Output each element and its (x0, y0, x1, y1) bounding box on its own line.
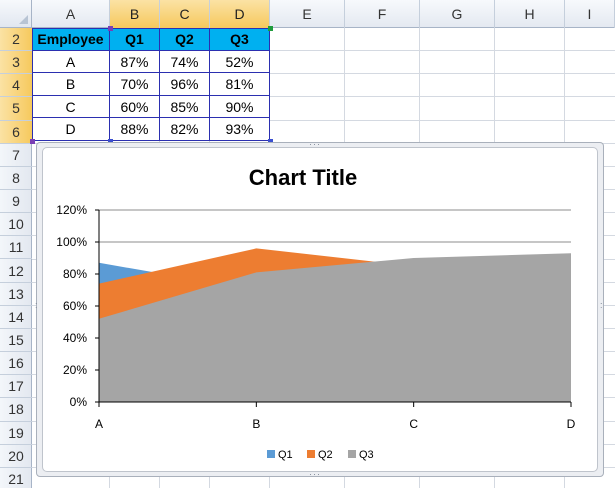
legend-item-q3[interactable]: Q3 (348, 449, 374, 461)
legend-item-q2[interactable]: Q2 (307, 449, 333, 461)
row-header-17[interactable]: 17 (0, 375, 32, 399)
table-cell[interactable]: 87% (110, 50, 160, 74)
legend-label: Q1 (278, 449, 293, 461)
table-cell[interactable]: 70% (110, 73, 160, 96)
table-cell[interactable]: 85% (160, 95, 210, 119)
table-cell[interactable]: 90% (210, 95, 270, 119)
chart-plot-area[interactable] (99, 248, 571, 402)
range-handle[interactable] (108, 26, 113, 31)
chart-resize-handle-right[interactable]: : (600, 300, 604, 310)
y-tick-label: 100% (56, 235, 87, 249)
chart-object[interactable]: ··· ··· : : Chart Title 0% 20% 40% 60% 80% 10… (35, 139, 604, 479)
column-header-b[interactable]: B (110, 0, 160, 28)
column-header-a[interactable]: A (32, 0, 110, 28)
legend-label: Q2 (318, 449, 333, 461)
table-cell[interactable]: 96% (160, 73, 210, 96)
row-header-13[interactable]: 13 (0, 283, 32, 306)
row-header-11[interactable]: 11 (0, 236, 32, 260)
column-header-f[interactable]: F (345, 0, 420, 28)
legend-swatch (267, 450, 275, 458)
column-header-c[interactable]: C (160, 0, 210, 28)
column-header-g[interactable]: G (420, 0, 495, 28)
table-cell[interactable]: D (32, 118, 110, 141)
row-header-4[interactable]: 4 (0, 74, 32, 98)
range-handle[interactable] (268, 139, 273, 144)
row-header-19[interactable]: 19 (0, 422, 32, 445)
chart-resize-handle-left[interactable]: : (35, 300, 39, 310)
y-tick-label: 20% (63, 363, 87, 377)
row-gridline (32, 73, 615, 75)
table-cell[interactable]: C (32, 95, 110, 119)
range-handle[interactable] (108, 139, 113, 144)
chart-resize-handle-bottom[interactable]: ··· (309, 469, 321, 479)
range-handle[interactable] (30, 139, 35, 144)
area-series-q3[interactable] (99, 253, 571, 402)
chart-resize-handle-top[interactable]: ··· (309, 139, 321, 149)
chart-title[interactable]: Chart Title (249, 165, 357, 190)
row-header-15[interactable]: 15 (0, 329, 32, 353)
table-header-cell[interactable]: Q1 (110, 28, 160, 51)
table-cell[interactable]: 93% (210, 118, 270, 141)
row-header-14[interactable]: 14 (0, 306, 32, 329)
y-tick-label: 120% (56, 203, 87, 217)
range-handle[interactable] (268, 26, 273, 31)
table-cell[interactable]: 88% (110, 118, 160, 141)
column-header-row (0, 0, 615, 28)
table-cell[interactable]: A (32, 50, 110, 74)
x-tick-label: C (409, 417, 418, 431)
chart-axes: 0% 20% 40% 60% 80% 100% 120% A B C D (56, 203, 575, 431)
row-header-20[interactable]: 20 (0, 445, 32, 468)
table-cell[interactable]: 60% (110, 95, 160, 119)
row-header-12[interactable]: 12 (0, 260, 32, 283)
row-header-16[interactable]: 16 (0, 352, 32, 376)
row-gridline (32, 50, 615, 52)
legend-swatch (348, 450, 356, 458)
row-header-9[interactable]: 9 (0, 190, 32, 214)
table-cell[interactable]: 81% (210, 73, 270, 96)
row-header-5[interactable]: 5 (0, 97, 32, 121)
table-header-cell[interactable]: Q2 (160, 28, 210, 51)
row-header-7[interactable]: 7 (0, 144, 32, 167)
y-tick-label: 60% (63, 299, 87, 313)
table-cell[interactable]: 52% (210, 50, 270, 74)
y-tick-label: 40% (63, 331, 87, 345)
area-chart[interactable]: Chart Title 0% 20% 40% 60% 80% 100% 120% A B C D Q… (43, 148, 599, 473)
legend-item-q1[interactable]: Q1 (267, 449, 293, 461)
row-header-6[interactable]: 6 (0, 120, 32, 144)
select-all-corner[interactable] (0, 0, 32, 28)
x-tick-label: A (95, 417, 103, 431)
y-tick-label: 80% (63, 267, 87, 281)
chart-area[interactable]: Chart Title 0% 20% 40% 60% 80% 100% 120% A B C D Q… (42, 147, 598, 472)
legend-label: Q3 (359, 449, 374, 461)
row-gridline (32, 96, 615, 98)
column-header-h[interactable]: H (495, 0, 565, 28)
column-header-d[interactable]: D (210, 0, 270, 28)
table-cell[interactable]: 82% (160, 118, 210, 141)
row-gridline (32, 119, 615, 121)
legend-swatch (307, 450, 315, 458)
column-header-i[interactable]: I (565, 0, 615, 28)
chart-legend[interactable]: Q1 Q2 Q3 (267, 449, 374, 461)
table-cell[interactable]: 74% (160, 50, 210, 74)
column-header-e[interactable]: E (270, 0, 345, 28)
row-header-18[interactable]: 18 (0, 398, 32, 422)
table-header-cell[interactable]: Q3 (210, 28, 270, 51)
table-header-cell[interactable]: Employee (32, 28, 110, 51)
y-tick-label: 0% (70, 395, 88, 409)
row-header-21[interactable]: 21 (0, 468, 32, 488)
row-header-8[interactable]: 8 (0, 167, 32, 191)
row-header-2[interactable]: 2 (0, 28, 32, 52)
row-header-10[interactable]: 10 (0, 213, 32, 237)
row-header-3[interactable]: 3 (0, 51, 32, 75)
x-tick-label: B (252, 417, 260, 431)
table-cell[interactable]: B (32, 73, 110, 96)
x-tick-label: D (567, 417, 576, 431)
